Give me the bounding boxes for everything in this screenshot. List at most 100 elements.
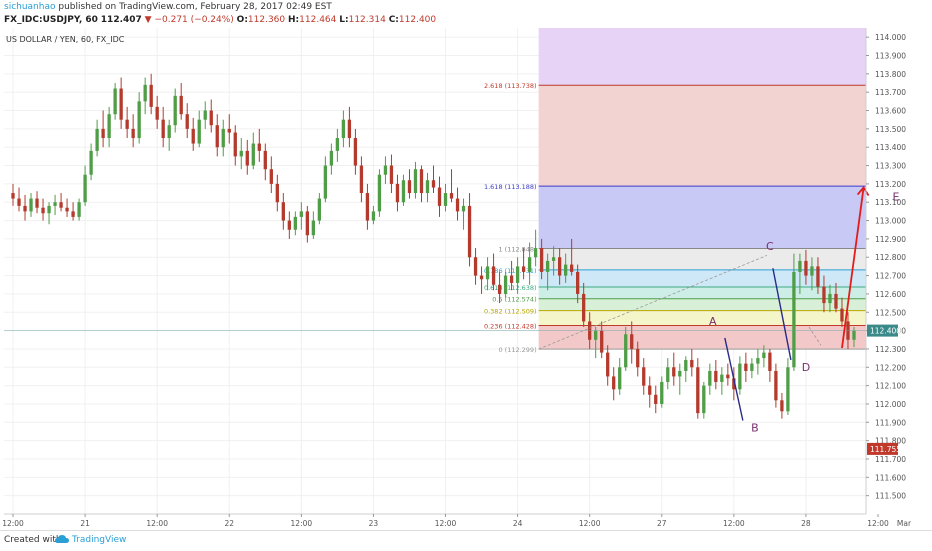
candle-body (672, 367, 676, 377)
candle-body (227, 128, 231, 133)
candle-body (545, 260, 550, 272)
candle-body (834, 293, 838, 309)
wave-line-cd (772, 268, 792, 361)
candle-body (576, 271, 580, 294)
candle-body (245, 150, 249, 166)
wave-line-ab (724, 337, 744, 421)
price-tick-label: 112.200 (875, 363, 906, 372)
candle-body (503, 275, 508, 294)
candle-body (425, 180, 430, 194)
candle-body (215, 125, 219, 148)
projection-arrow-head (856, 186, 870, 197)
candle-body (618, 367, 622, 390)
author-link[interactable]: sichuanhao (4, 2, 56, 12)
candle-body (720, 374, 724, 382)
candle-body (59, 202, 63, 208)
high-label: H: (288, 15, 300, 25)
candle-body (660, 381, 664, 404)
candle-body (509, 275, 514, 283)
publish-line: sichuanhao published on TradingView.com,… (4, 1, 332, 14)
price-tick-label: 113.700 (875, 88, 906, 97)
price-tick-label: 112.000 (875, 400, 906, 409)
candle-body (774, 370, 778, 401)
time-tick-label: 12:00 (723, 519, 745, 528)
time-tick-label: 12:00 (867, 519, 889, 528)
candle-body (65, 207, 69, 212)
fib-level-label: 0 (112.299) (498, 346, 536, 354)
fib-extension: 0 (112.299) 0.236 (112.428) 0.382 (112.509… (484, 28, 866, 354)
open-value: 112.360 (247, 15, 286, 25)
candle-body (119, 88, 123, 120)
candle-body (515, 266, 520, 283)
price-tick-label: 113.100 (875, 198, 906, 207)
fib-level-label: 2.618 (113.738) (484, 82, 537, 90)
low-value: 112.314 (348, 15, 386, 25)
candle-body (822, 286, 826, 304)
candle-body (756, 358, 760, 364)
candle-body (521, 266, 526, 272)
time-tick-label: 12:00 (291, 519, 313, 528)
price-tick-label: 112.300 (875, 345, 906, 354)
candle-body (497, 284, 502, 294)
candle-body (485, 266, 490, 280)
last-price-badge-label: 112.400 (870, 327, 901, 336)
candle-body (329, 150, 334, 166)
candle-body (221, 128, 225, 148)
candle-body (149, 84, 153, 107)
price-tick-label: 112.700 (875, 272, 906, 281)
candle-body (551, 257, 556, 261)
candle-body (636, 348, 640, 368)
candle-body (648, 385, 652, 395)
dashed-swing-line (808, 326, 822, 346)
close-label: C: (388, 15, 399, 25)
candle-body (744, 363, 748, 371)
tradingview-brand[interactable]: TradingView (72, 535, 127, 545)
price-tick-label: 113.400 (875, 143, 906, 152)
wave-label-e: E (893, 190, 900, 203)
fib-zone (538, 269, 866, 287)
candle-body (606, 352, 610, 377)
price-tick-label: 112.800 (875, 253, 906, 262)
price-tick-label: 112.600 (875, 290, 906, 299)
candle-body (131, 128, 135, 139)
last-price-value: 112.407 (100, 15, 142, 25)
time-tick-label: 24 (513, 519, 523, 528)
time-tick-label: 21 (80, 519, 90, 528)
candle-body (419, 169, 424, 194)
price-tick-label: 111.800 (875, 437, 906, 446)
fib-zone-top (538, 28, 866, 86)
price-tick-label: 112.900 (875, 235, 906, 244)
candle-body (630, 334, 634, 349)
publish-info: published on TradingView.com, February 2… (55, 2, 332, 12)
fib-level-label: 0.5 (112.574) (492, 296, 536, 304)
candle-body (389, 165, 394, 184)
last-price-badge (867, 324, 898, 337)
wave-label-a: A (709, 315, 717, 328)
candle-body (594, 330, 598, 340)
candle-body (293, 216, 297, 230)
footer: Created with TradingView (0, 530, 932, 551)
projection-arrow-line (841, 187, 865, 349)
fib-zone (538, 286, 866, 299)
quote-line: FX_IDC:USDJPY, 60 112.407 ▼ −0.271 (−0.2… (4, 14, 436, 27)
candle-body (624, 334, 628, 368)
candle-body (233, 132, 237, 157)
fib-level-label: 0.618 (112.638) (484, 284, 537, 292)
price-tick-label: 113.200 (875, 180, 906, 189)
candle-body (371, 211, 376, 221)
candle-body (89, 150, 93, 175)
candle-body (810, 266, 814, 276)
fib-zone (538, 85, 866, 187)
candle-body (155, 106, 159, 120)
tradingview-cloud-icon (55, 535, 69, 543)
candle-body (365, 193, 370, 221)
price-tick-label: 111.900 (875, 418, 906, 427)
annotations: A B C D E (4, 186, 900, 434)
candle-body (23, 205, 27, 212)
price-tick-label: 113.900 (875, 52, 906, 61)
time-tick-label: Mar (897, 519, 912, 528)
time-tick-label: 12:00 (435, 519, 457, 528)
price-chart[interactable]: 0 (112.299) 0.236 (112.428) 0.382 (112.509… (0, 28, 932, 530)
candle-body (467, 205, 472, 258)
candle-body (287, 220, 291, 230)
